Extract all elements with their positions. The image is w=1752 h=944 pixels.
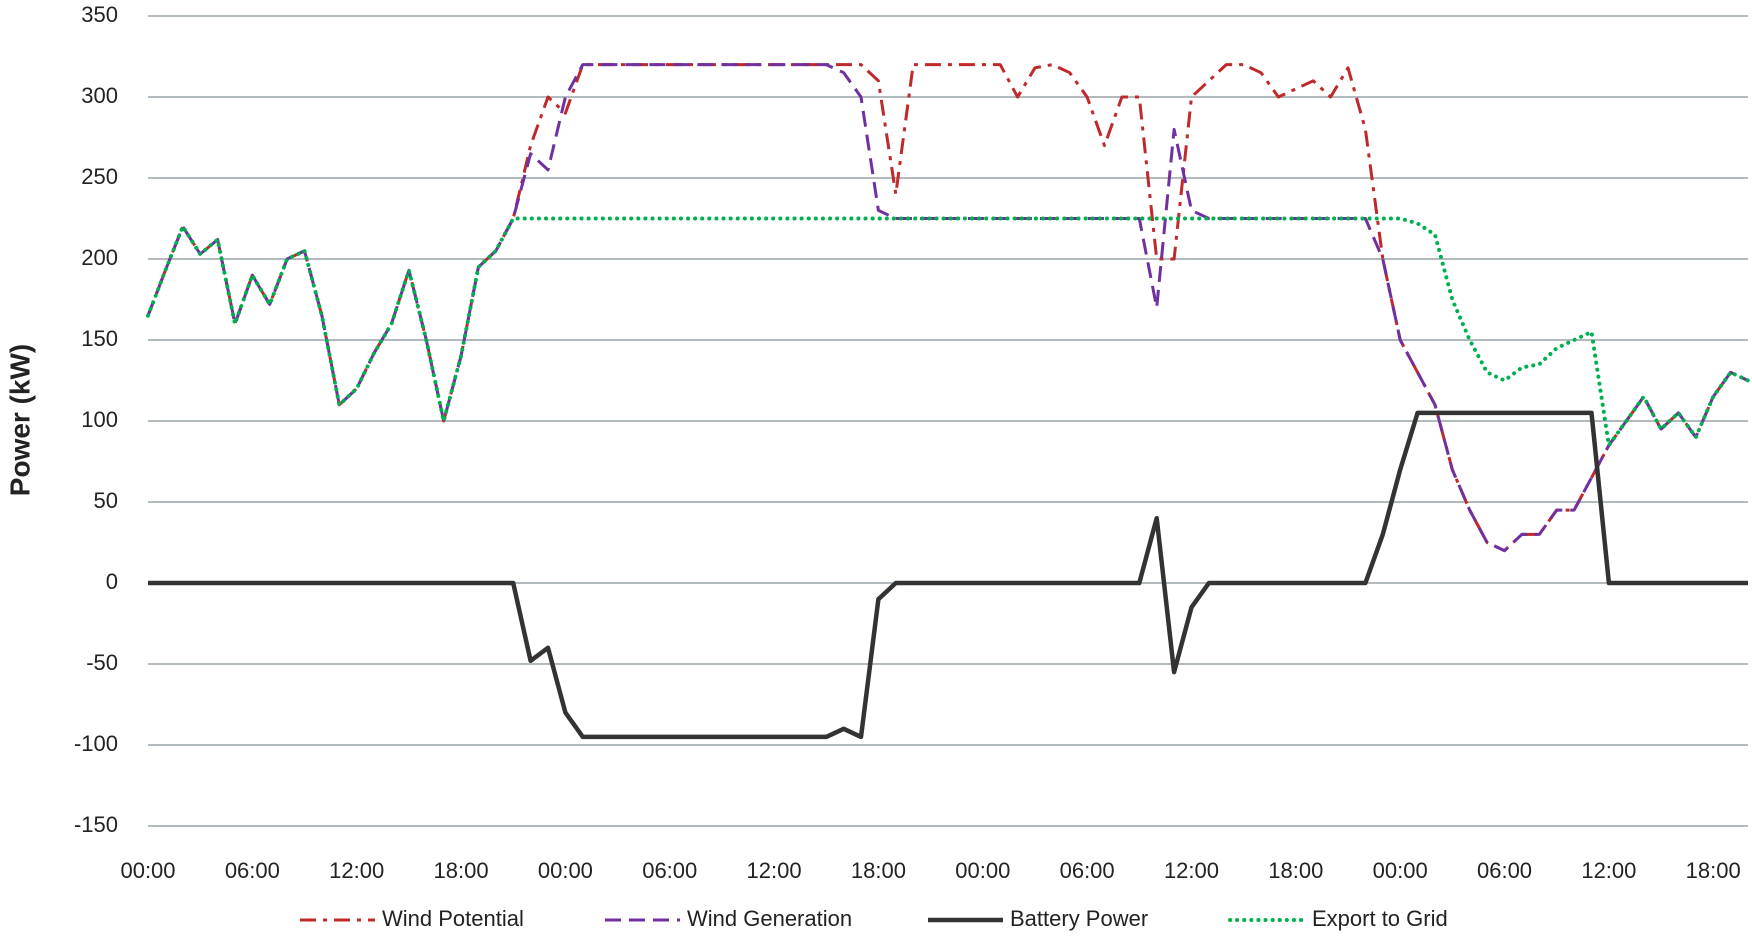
x-tick-label: 06:00 — [1060, 858, 1115, 883]
y-axis-label: Power (kW) — [4, 344, 35, 496]
y-tick-label: 200 — [81, 245, 118, 270]
y-tick-label: 150 — [81, 326, 118, 351]
x-tick-label: 06:00 — [642, 858, 697, 883]
series-line — [146, 216, 1750, 448]
x-tick-label: 18:00 — [1686, 858, 1741, 883]
x-tick-label: 12:00 — [747, 858, 802, 883]
x-tick-label: 00:00 — [120, 858, 175, 883]
legend-label: Wind Potential — [382, 906, 524, 931]
legend-label: Battery Power — [1010, 906, 1148, 931]
x-tick-label: 00:00 — [955, 858, 1010, 883]
y-tick-label: 100 — [81, 407, 118, 432]
y-tick-label: -100 — [74, 731, 118, 756]
legend-label: Wind Generation — [687, 906, 852, 931]
y-tick-label: 300 — [81, 83, 118, 108]
y-tick-label: -150 — [74, 812, 118, 837]
x-tick-label: 12:00 — [329, 858, 384, 883]
legend-label: Export to Grid — [1312, 906, 1448, 931]
x-tick-label: 12:00 — [1581, 858, 1636, 883]
y-tick-label: 50 — [94, 488, 118, 513]
series-line — [148, 410, 1748, 740]
y-tick-label: 0 — [106, 569, 118, 594]
y-tick-label: 250 — [81, 164, 118, 189]
x-tick-label: 00:00 — [538, 858, 593, 883]
series-line — [146, 63, 1749, 553]
x-tick-label: 06:00 — [225, 858, 280, 883]
y-tick-label: 350 — [81, 2, 118, 27]
x-tick-label: 06:00 — [1477, 858, 1532, 883]
x-tick-label: 12:00 — [1164, 858, 1219, 883]
x-tick-label: 18:00 — [851, 858, 906, 883]
x-tick-label: 00:00 — [1373, 858, 1428, 883]
y-tick-label: -50 — [86, 650, 118, 675]
series-line — [146, 63, 1749, 553]
x-tick-label: 18:00 — [434, 858, 489, 883]
x-tick-label: 18:00 — [1268, 858, 1323, 883]
